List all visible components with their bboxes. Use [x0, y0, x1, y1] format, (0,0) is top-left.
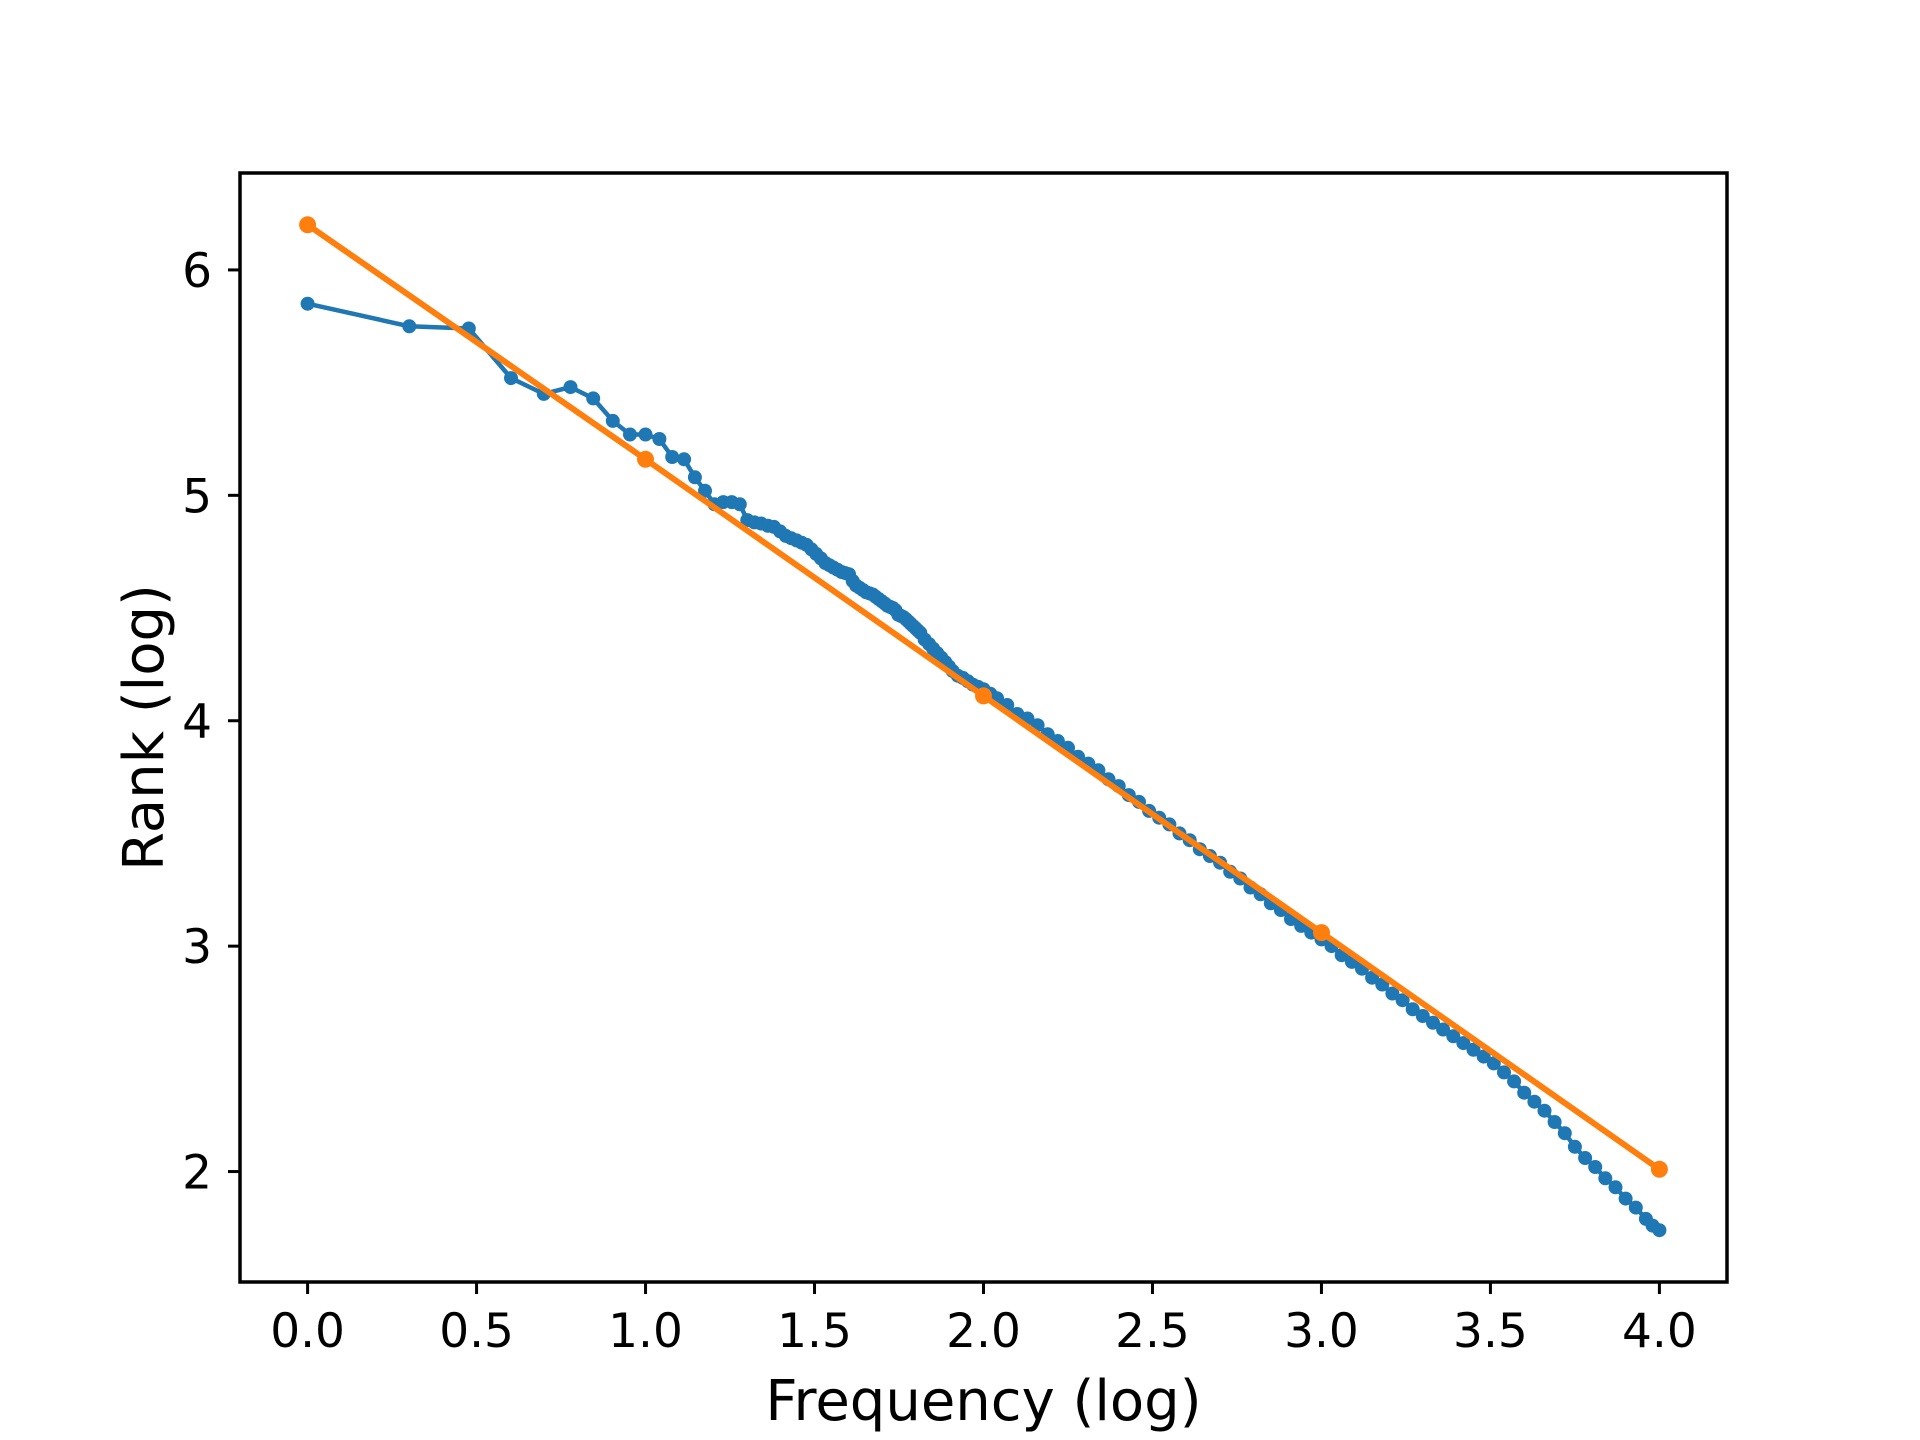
- rank-frequency-data-marker: [652, 432, 667, 446]
- rank-frequency-data-marker: [623, 427, 637, 442]
- x-tick-label: 4.0: [1622, 1304, 1697, 1359]
- rank-frequency-data-marker: [1446, 1029, 1461, 1044]
- rank-frequency-data-marker: [1608, 1180, 1623, 1195]
- x-axis-label: Frequency (log): [765, 1369, 1201, 1434]
- x-tick-label: 3.0: [1284, 1304, 1359, 1359]
- y-tick-label: 3: [182, 920, 212, 975]
- zipf-fit-line-marker: [1650, 1160, 1668, 1178]
- rank-frequency-data-marker: [1628, 1200, 1643, 1215]
- y-tick-label: 6: [182, 244, 212, 299]
- rank-frequency-data-marker: [402, 319, 417, 334]
- zipf-fit-line-marker: [975, 687, 992, 705]
- rank-frequency-data-marker: [1557, 1126, 1572, 1141]
- rank-frequency-data-marker: [300, 296, 315, 311]
- rank-frequency-data-marker: [687, 470, 702, 485]
- rank-frequency-data-marker: [1537, 1103, 1552, 1118]
- rank-frequency-data-marker: [1497, 1065, 1511, 1080]
- zipf-fit-line-marker: [1313, 924, 1330, 942]
- rank-frequency-data-marker: [1486, 1056, 1501, 1071]
- rank-frequency-data-marker: [1547, 1115, 1562, 1129]
- y-tick-label: 4: [182, 695, 212, 750]
- rank-frequency-data-marker: [665, 450, 680, 464]
- rank-frequency-data-marker: [1507, 1074, 1522, 1089]
- rank-frequency-data-marker: [1652, 1223, 1667, 1238]
- rank-frequency-data-marker: [586, 391, 601, 406]
- rank-frequency-data-marker: [1618, 1191, 1633, 1206]
- plot-area-border: [238, 171, 1729, 1284]
- rank-frequency-data-marker: [563, 380, 578, 395]
- rank-frequency-data-marker: [1517, 1085, 1532, 1100]
- rank-frequency-data-marker: [1385, 986, 1400, 1001]
- rank-frequency-data-marker: [1527, 1094, 1542, 1109]
- rank-frequency-data-marker: [504, 371, 518, 386]
- x-tick-label: 1.5: [777, 1304, 852, 1359]
- rank-frequency-data-marker: [698, 483, 712, 498]
- rank-frequency-data-marker: [1466, 1042, 1481, 1057]
- rank-frequency-data-marker: [1598, 1171, 1613, 1186]
- rank-frequency-data-marker: [1588, 1160, 1603, 1174]
- rank-frequency-data-marker: [1365, 970, 1380, 985]
- zipf-fit-line-marker: [299, 216, 317, 234]
- x-tick-label: 0.5: [439, 1304, 514, 1359]
- x-tick-label: 3.5: [1453, 1304, 1528, 1359]
- rank-frequency-data-marker: [732, 497, 747, 512]
- rank-frequency-data-marker: [1567, 1139, 1582, 1154]
- x-tick-label: 0.0: [270, 1304, 345, 1359]
- rank-frequency-data-marker: [1476, 1049, 1491, 1064]
- rank-frequency-data-marker: [1426, 1015, 1440, 1030]
- zipf-fit-line-marker: [637, 450, 654, 468]
- x-tick-label: 2.0: [946, 1304, 1021, 1359]
- rank-frequency-data-marker: [1405, 1002, 1420, 1017]
- y-tick-label: 2: [182, 1146, 212, 1201]
- rank-frequency-data-marker: [605, 413, 620, 428]
- rank-frequency-data-marker: [1578, 1151, 1593, 1165]
- y-axis-label: Rank (log): [112, 584, 177, 871]
- rank-frequency-data-marker: [1415, 1009, 1430, 1023]
- rank-frequency-data-marker: [1456, 1036, 1471, 1051]
- rank-frequency-data-marker: [1436, 1022, 1451, 1037]
- rank-frequency-data-marker: [1395, 993, 1410, 1008]
- rank-frequency-data-marker: [677, 452, 692, 467]
- y-tick-label: 5: [182, 469, 212, 524]
- rank-frequency-data-marker: [638, 427, 653, 442]
- x-tick-label: 1.0: [608, 1304, 683, 1359]
- x-tick-label: 2.5: [1115, 1304, 1190, 1359]
